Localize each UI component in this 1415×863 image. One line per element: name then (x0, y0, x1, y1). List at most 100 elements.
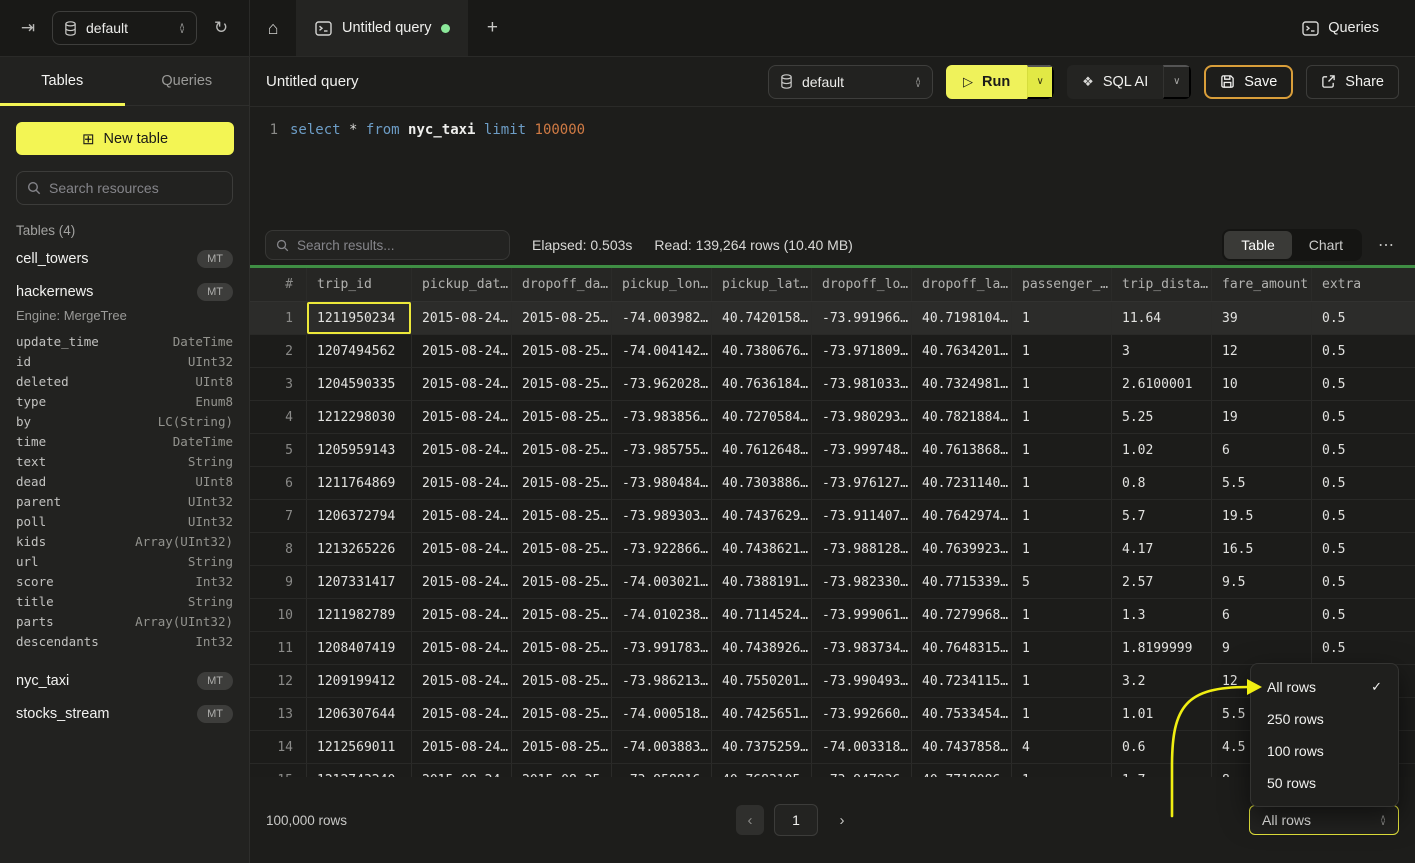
table-row[interactable]: 4 1212298030 2015-08-24… 2015-08-25… -73.983… (250, 401, 1415, 434)
data-cell[interactable]: 5.7 (1112, 500, 1212, 532)
run-button[interactable]: ▷ Run (945, 64, 1028, 99)
data-cell[interactable]: 2015-08-25… (512, 335, 612, 367)
data-cell[interactable]: 3 (1112, 335, 1212, 367)
data-cell[interactable]: 9.5 (1212, 566, 1312, 598)
column-header-pickup_dat[interactable]: pickup_dat… (412, 268, 512, 301)
menu-item-all-rows[interactable]: All rows ✓ (1251, 671, 1398, 703)
run-options-chevron[interactable]: ∨ (1027, 64, 1055, 99)
page-number-input[interactable]: 1 (774, 804, 818, 836)
data-cell[interactable]: 2015-08-24… (412, 368, 512, 400)
table-row[interactable]: 12 1209199412 2015-08-24… 2015-08-25… -73.98… (250, 665, 1415, 698)
data-cell[interactable]: 2015-08-25… (512, 434, 612, 466)
sidebar-search[interactable] (16, 171, 233, 205)
data-cell[interactable]: -74.003883… (612, 731, 712, 763)
data-cell[interactable]: 1 (1012, 500, 1112, 532)
page-size-select[interactable]: All rows ∧ ∨ (1249, 805, 1399, 835)
data-cell[interactable]: 40.7533454… (912, 698, 1012, 730)
data-cell[interactable]: 6 (1212, 599, 1312, 631)
data-cell[interactable]: 2015-08-25… (512, 368, 612, 400)
data-cell[interactable]: 40.7438621… (712, 533, 812, 565)
data-cell[interactable]: 0.5 (1322, 607, 1346, 623)
data-cell[interactable]: 1205959143 (307, 434, 412, 466)
data-cell[interactable]: 0.5 (1322, 574, 1346, 590)
new-table-button[interactable]: ⊞ New table (16, 122, 234, 155)
data-cell[interactable]: 1213265226 (307, 533, 412, 565)
data-cell[interactable]: 1 (1012, 665, 1112, 697)
data-cell[interactable]: 40.7198104… (912, 302, 1012, 334)
data-cell[interactable]: -73.947036… (812, 764, 912, 777)
data-cell[interactable]: -74.010238… (612, 599, 712, 631)
new-tab-button[interactable]: + (468, 0, 516, 56)
data-cell[interactable]: 6 (1212, 434, 1312, 466)
table-row[interactable]: 1512127432402015-08-24…2015-08-25…-73.95… (250, 764, 1415, 777)
data-cell[interactable]: -73.980484… (612, 467, 712, 499)
data-cell[interactable]: -74.003318… (812, 731, 912, 763)
data-cell[interactable]: 1211982789 (307, 599, 412, 631)
data-cell[interactable]: 40.7639923… (912, 533, 1012, 565)
data-cell[interactable]: -73.971809… (812, 335, 912, 367)
table-row[interactable]: 7 1206372794 2015-08-24… 2015-08-25… -73.989… (250, 500, 1415, 533)
data-cell[interactable]: 1212569011 (307, 731, 412, 763)
data-cell[interactable]: 2015-08-25… (512, 632, 612, 664)
view-toggle-table[interactable]: Table (1224, 231, 1292, 259)
data-cell[interactable]: 1.02 (1112, 434, 1212, 466)
column-header-pickup_lon[interactable]: pickup_lon… (612, 268, 712, 301)
table-row[interactable]: 2 1207494562 2015-08-24… 2015-08-25… -74.004… (250, 335, 1415, 368)
sql-ai-button[interactable]: ❖ SQL AI (1067, 65, 1163, 99)
data-cell[interactable]: 0.5 (1322, 508, 1346, 524)
data-cell[interactable]: 4.17 (1112, 533, 1212, 565)
data-cell[interactable]: 2015-08-25… (512, 566, 612, 598)
data-cell[interactable]: 1 (1012, 401, 1112, 433)
data-cell[interactable]: 1 (1012, 302, 1112, 334)
data-cell[interactable]: -73.958816… (612, 764, 712, 777)
data-cell[interactable]: 2015-08-24… (412, 665, 512, 697)
data-cell[interactable]: 0.8 (1112, 467, 1212, 499)
data-cell[interactable]: 1.01 (1112, 698, 1212, 730)
data-cell[interactable]: -73.988128… (812, 533, 912, 565)
table-row[interactable]: 5 1205959143 2015-08-24… 2015-08-25… -73.985… (250, 434, 1415, 467)
data-cell[interactable]: 11.64 (1112, 302, 1212, 334)
data-cell[interactable]: 1212298030 (307, 401, 412, 433)
data-cell[interactable]: 1207494562 (307, 335, 412, 367)
data-cell[interactable]: 1 (1012, 467, 1112, 499)
data-cell[interactable]: 0.5 (1322, 409, 1346, 425)
data-cell[interactable]: 2015-08-24… (412, 566, 512, 598)
data-cell[interactable]: 12 (1212, 335, 1312, 367)
data-cell[interactable]: 2015-08-24… (412, 335, 512, 367)
sidebar-tab-queries[interactable]: Queries (125, 57, 250, 105)
table-row[interactable]: 9 1207331417 2015-08-24… 2015-08-25… -74.003… (250, 566, 1415, 599)
results-search-input[interactable] (297, 237, 499, 253)
data-cell[interactable]: 0.5 (1322, 541, 1346, 557)
data-cell[interactable]: 40.7821884… (912, 401, 1012, 433)
sql-ai-options-chevron[interactable]: ∨ (1163, 64, 1192, 99)
data-cell[interactable]: 40.7114524… (712, 599, 812, 631)
column-header-trip_dista[interactable]: trip_dista… (1112, 268, 1212, 301)
data-cell[interactable]: -74.004142… (612, 335, 712, 367)
menu-item-250-rows[interactable]: 250 rows (1251, 703, 1398, 735)
table-row[interactable]: 8 1213265226 2015-08-24… 2015-08-25… -73.922… (250, 533, 1415, 566)
table-row[interactable]: 14 1212569011 2015-08-24… 2015-08-25… -74.00… (250, 731, 1415, 764)
data-cell[interactable]: 40.7437629… (712, 500, 812, 532)
data-cell[interactable]: 1211764869 (307, 467, 412, 499)
data-cell[interactable]: 16.5 (1212, 533, 1312, 565)
data-cell[interactable]: 40.7636184… (712, 368, 812, 400)
data-cell[interactable]: 2015-08-24… (412, 302, 512, 334)
data-cell[interactable]: 40.7634201… (912, 335, 1012, 367)
data-cell[interactable]: 40.7388191… (712, 566, 812, 598)
sidebar-item-cell_towers[interactable]: cell_towers MT (0, 242, 249, 275)
data-cell[interactable]: 19 (1212, 401, 1312, 433)
data-cell[interactable]: -73.982330… (812, 566, 912, 598)
data-cell[interactable]: 40.7612648… (712, 434, 812, 466)
table-row[interactable]: 13 1206307644 2015-08-24… 2015-08-25… -74.00… (250, 698, 1415, 731)
data-cell[interactable]: 2015-08-25… (512, 533, 612, 565)
data-cell[interactable]: 0.5 (1322, 640, 1346, 656)
data-cell[interactable]: -74.003982… (612, 302, 712, 334)
data-cell[interactable]: -73.981033… (812, 368, 912, 400)
data-cell[interactable]: 2015-08-24… (412, 632, 512, 664)
data-cell[interactable]: 1.7 (1112, 764, 1212, 777)
sidebar-item-stocks_stream[interactable]: stocks_stream MT (0, 697, 249, 730)
table-row[interactable]: 1 1211950234 2015-08-24… 2015-08-25… -74.003… (250, 302, 1415, 335)
data-cell[interactable]: 1208407419 (307, 632, 412, 664)
data-cell[interactable]: 1 (1012, 599, 1112, 631)
data-cell[interactable]: 40.7613868… (912, 434, 1012, 466)
